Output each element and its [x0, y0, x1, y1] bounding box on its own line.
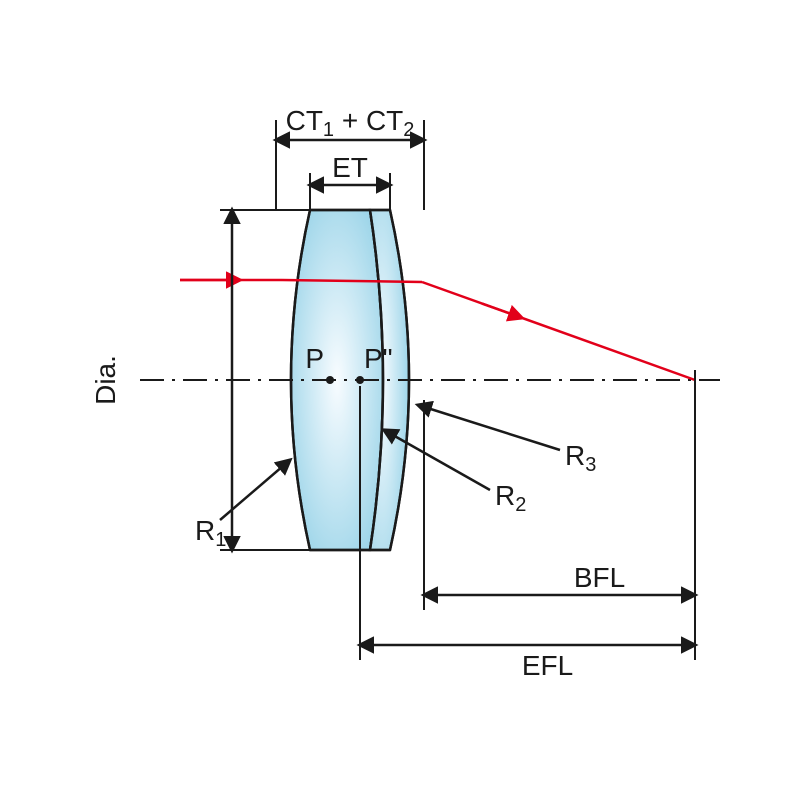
- pprime-label: P": [364, 343, 393, 374]
- dia-label: Dia.: [90, 355, 121, 405]
- p-point: [326, 376, 334, 384]
- bfl-label: BFL: [574, 562, 625, 593]
- pprime-point: [356, 376, 364, 384]
- r3-leader: [418, 405, 560, 450]
- ray-arrow-out: [482, 304, 522, 318]
- efl-label: EFL: [522, 650, 573, 681]
- et-label: ET: [332, 152, 368, 183]
- r2-label: R2: [495, 480, 526, 516]
- r1-label: R1: [195, 515, 226, 551]
- ct-label: CT1 + CT2: [286, 105, 415, 141]
- ray-out: [422, 282, 695, 380]
- r3-label: R3: [565, 440, 596, 476]
- p-label: P: [305, 343, 324, 374]
- lens-diagram: CT1 + CT2 ET Dia. P P" R1 R2 R3 BFL EFL: [0, 0, 800, 800]
- r1-leader: [220, 460, 290, 520]
